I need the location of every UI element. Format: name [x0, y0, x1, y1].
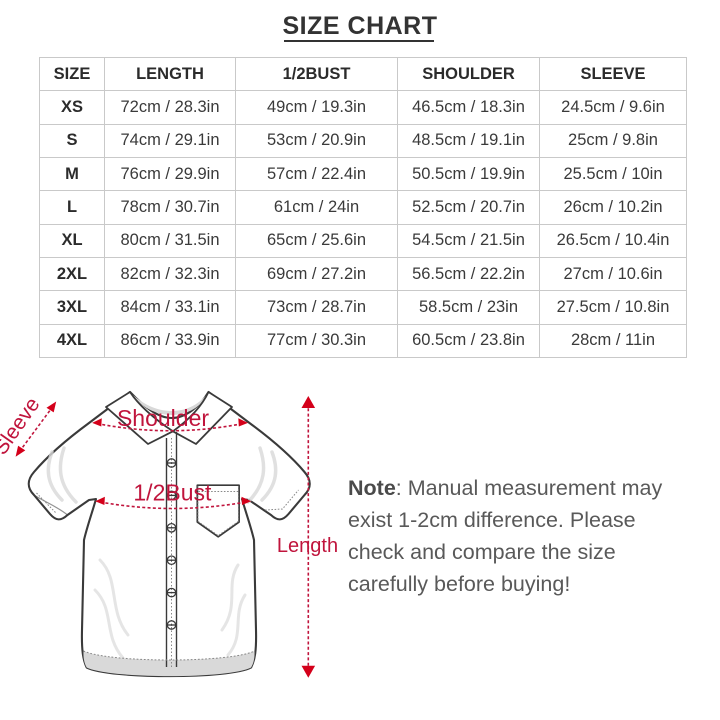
svg-text:Shoulder: Shoulder [117, 405, 209, 431]
svg-text:Length: Length [277, 535, 338, 557]
svg-text:1/2Bust: 1/2Bust [133, 480, 212, 506]
